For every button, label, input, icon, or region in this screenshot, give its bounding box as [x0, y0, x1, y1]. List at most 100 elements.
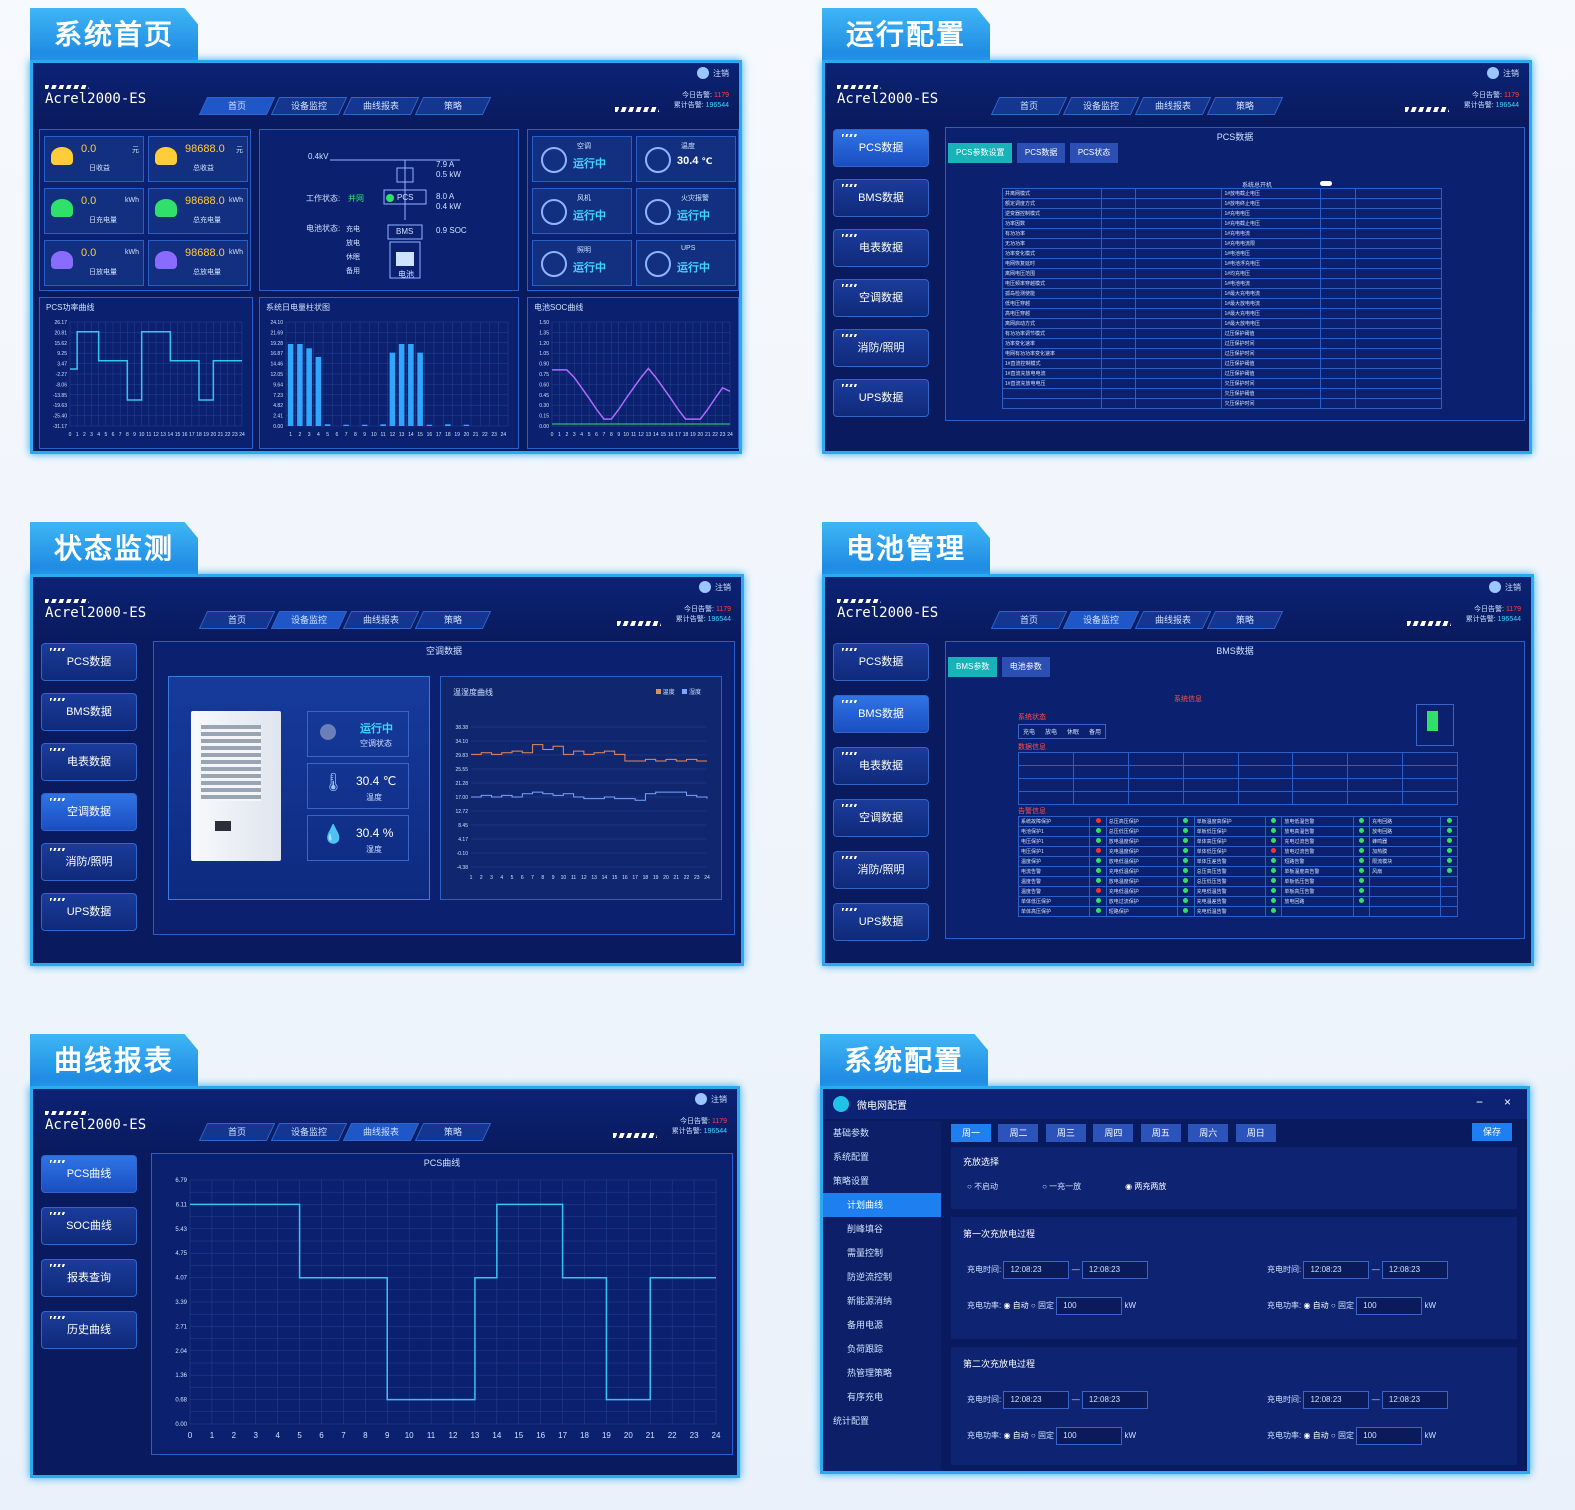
nav-strategy[interactable]: 策略	[414, 611, 492, 629]
day-fri[interactable]: 周五	[1140, 1124, 1181, 1142]
save-button[interactable]: 保存	[1472, 1123, 1512, 1141]
day-wed[interactable]: 周三	[1045, 1124, 1086, 1142]
side-ac[interactable]: 空调数据	[833, 279, 929, 317]
side-soc-curve[interactable]: SOC曲线	[41, 1207, 137, 1245]
nav-monitor[interactable]: 设备监控	[270, 611, 348, 629]
side-pcs[interactable]: PCS数据	[41, 643, 137, 681]
menu-item[interactable]: 系统配置	[833, 1152, 870, 1162]
side-meter[interactable]: 电表数据	[833, 229, 929, 267]
day-thu[interactable]: 周四	[1093, 1124, 1134, 1142]
logout-button[interactable]: 注销	[1489, 581, 1521, 593]
logout-button[interactable]: 注销	[697, 67, 729, 79]
side-meter[interactable]: 电表数据	[41, 743, 137, 781]
mode-1-radio[interactable]: ○ 一充一放	[1042, 1182, 1082, 1191]
nav-report[interactable]: 曲线报表	[342, 611, 420, 629]
tab-pcs-status[interactable]: PCS状态	[1069, 143, 1119, 163]
nav-report[interactable]: 曲线报表	[342, 1123, 420, 1141]
nav-report[interactable]: 曲线报表	[342, 97, 420, 115]
side-bms[interactable]: BMS数据	[833, 179, 929, 217]
fixed-radio[interactable]: ○ 固定	[1330, 1431, 1354, 1440]
time-start-input[interactable]: 12:08:23	[1003, 1261, 1070, 1279]
nav-report[interactable]: 曲线报表	[1134, 611, 1212, 629]
side-report-query[interactable]: 报表查询	[41, 1259, 137, 1297]
menu-item[interactable]: 基础参数	[833, 1128, 870, 1138]
side-ups[interactable]: UPS数据	[833, 903, 929, 941]
side-ups[interactable]: UPS数据	[833, 379, 929, 417]
side-ups[interactable]: UPS数据	[41, 893, 137, 931]
power-input[interactable]: 100	[1056, 1427, 1123, 1445]
menu-item[interactable]: 备用电源	[847, 1320, 884, 1330]
day-tue[interactable]: 周二	[998, 1124, 1039, 1142]
nav-home[interactable]: 首页	[198, 97, 276, 115]
power-input[interactable]: 100	[1356, 1297, 1423, 1315]
nav-home[interactable]: 首页	[990, 611, 1068, 629]
tab-pcs-data[interactable]: PCS数据	[1016, 143, 1066, 163]
nav-strategy[interactable]: 策略	[1206, 97, 1284, 115]
logout-button[interactable]: 注销	[699, 581, 731, 593]
side-ac[interactable]: 空调数据	[41, 793, 137, 831]
menu-item[interactable]: 计划曲线	[823, 1193, 941, 1217]
nav-monitor[interactable]: 设备监控	[270, 1123, 348, 1141]
time-end-input[interactable]: 12:08:23	[1081, 1261, 1148, 1279]
fixed-radio[interactable]: ○ 固定	[1030, 1301, 1054, 1310]
minimize-button[interactable]: −	[1475, 1095, 1483, 1109]
auto-radio[interactable]: ◉ 自动	[1303, 1301, 1329, 1310]
time-end-input[interactable]: 12:08:23	[1381, 1391, 1448, 1409]
side-fire[interactable]: 消防/照明	[833, 851, 929, 889]
menu-item[interactable]: 需量控制	[847, 1248, 884, 1258]
nav-strategy[interactable]: 策略	[414, 1123, 492, 1141]
side-pcs-curve[interactable]: PCS曲线	[41, 1155, 137, 1193]
nav-home[interactable]: 首页	[198, 1123, 276, 1141]
auto-radio[interactable]: ◉ 自动	[1003, 1431, 1029, 1440]
nav-strategy[interactable]: 策略	[1206, 611, 1284, 629]
side-fire[interactable]: 消防/照明	[833, 329, 929, 367]
time-start-input[interactable]: 12:08:23	[1303, 1391, 1370, 1409]
time-end-input[interactable]: 12:08:23	[1381, 1261, 1448, 1279]
menu-item[interactable]: 策略设置	[833, 1176, 870, 1186]
nav-monitor[interactable]: 设备监控	[1062, 97, 1140, 115]
menu-item[interactable]: 防逆流控制	[847, 1272, 893, 1282]
fixed-radio[interactable]: ○ 固定	[1330, 1301, 1354, 1310]
menu-item[interactable]: 统计配置	[833, 1416, 870, 1426]
auto-radio[interactable]: ◉ 自动	[1003, 1301, 1029, 1310]
fixed-radio[interactable]: ○ 固定	[1030, 1431, 1054, 1440]
menu-item[interactable]: 热管理策略	[847, 1368, 893, 1378]
nav-monitor[interactable]: 设备监控	[1062, 611, 1140, 629]
side-pcs[interactable]: PCS数据	[833, 643, 929, 681]
logout-button[interactable]: 注销	[1487, 67, 1519, 79]
mode-off-radio[interactable]: ○ 不启动	[967, 1182, 999, 1191]
power-input[interactable]: 100	[1056, 1297, 1123, 1315]
auto-radio[interactable]: ◉ 自动	[1303, 1431, 1329, 1440]
day-mon[interactable]: 周一	[951, 1124, 991, 1142]
time-start-input[interactable]: 12:08:23	[1003, 1391, 1070, 1409]
menu-item[interactable]: 有序充电	[847, 1392, 884, 1402]
day-sun[interactable]: 周日	[1235, 1124, 1276, 1142]
nav-strategy[interactable]: 策略	[414, 97, 492, 115]
nav-home[interactable]: 首页	[990, 97, 1068, 115]
time-start-input[interactable]: 12:08:23	[1303, 1261, 1370, 1279]
tab-battery-param[interactable]: 电池参数	[1001, 657, 1050, 677]
nav-report[interactable]: 曲线报表	[1134, 97, 1212, 115]
side-bms[interactable]: BMS数据	[41, 693, 137, 731]
mode-2-radio[interactable]: ◉ 两充两放	[1125, 1182, 1167, 1191]
day-sat[interactable]: 周六	[1188, 1124, 1229, 1142]
menu-item[interactable]: 削峰填谷	[847, 1224, 884, 1234]
side-ac[interactable]: 空调数据	[833, 799, 929, 837]
logout-button[interactable]: 注销	[695, 1093, 727, 1105]
nav-home[interactable]: 首页	[198, 611, 276, 629]
side-bms[interactable]: BMS数据	[833, 695, 929, 733]
tab-bms-param[interactable]: BMS参数	[948, 657, 998, 677]
nav-monitor[interactable]: 设备监控	[270, 97, 348, 115]
side-meter[interactable]: 电表数据	[833, 747, 929, 785]
main-switch[interactable]	[1320, 181, 1332, 186]
section-monitor: 状态监测 Acrel2000-ES 首页 设备监控 曲线报表 策略 注销 今日告…	[30, 522, 744, 966]
side-fire[interactable]: 消防/照明	[41, 843, 137, 881]
side-history-curve[interactable]: 历史曲线	[41, 1311, 137, 1349]
tab-pcs-param[interactable]: PCS参数设置	[948, 143, 1013, 163]
menu-item[interactable]: 负荷跟踪	[847, 1344, 884, 1354]
power-input[interactable]: 100	[1356, 1427, 1423, 1445]
time-end-input[interactable]: 12:08:23	[1081, 1391, 1148, 1409]
side-pcs[interactable]: PCS数据	[833, 129, 929, 167]
close-button[interactable]: ×	[1503, 1095, 1511, 1109]
menu-item[interactable]: 新能源消纳	[847, 1296, 893, 1306]
